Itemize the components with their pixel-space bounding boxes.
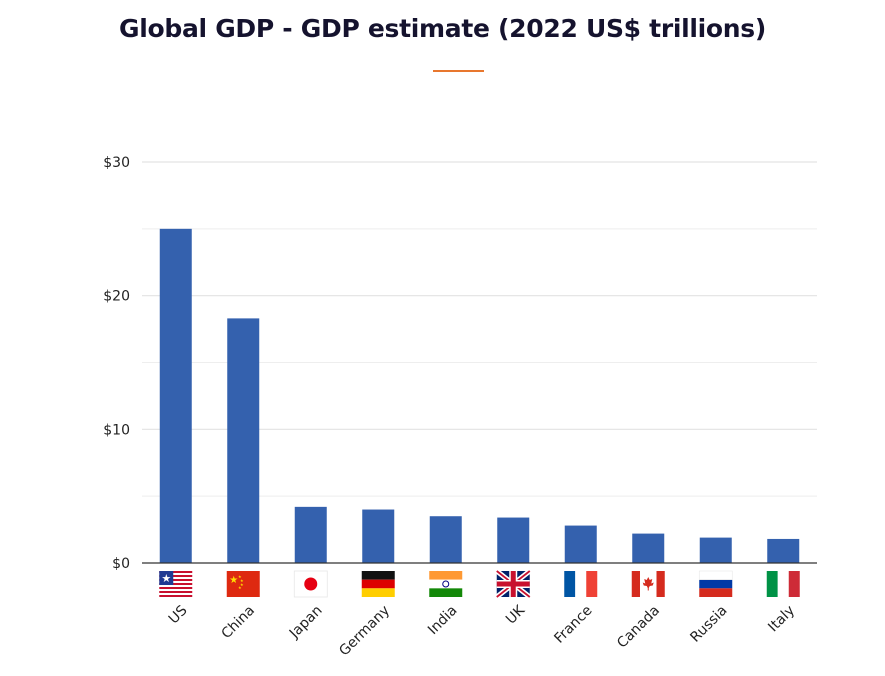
country-flags: ★ ★ ★★★★ (159, 569, 800, 599)
svg-text:★: ★ (161, 572, 171, 585)
bar-japan (294, 506, 327, 563)
x-tick-label-italy: Italy (765, 603, 798, 636)
bar-france (564, 525, 597, 563)
canada-flag-icon (631, 571, 665, 597)
svg-text:★: ★ (240, 582, 244, 587)
uk-flag-icon (495, 569, 532, 599)
japan-flag-icon (293, 570, 328, 598)
bar-us (159, 228, 192, 564)
france-flag-icon (564, 571, 598, 597)
china-flag-icon: ★ ★★★★ (226, 571, 260, 597)
svg-text:★: ★ (238, 574, 242, 579)
x-tick-label-russia: Russia (687, 603, 730, 646)
italy-flag-icon (766, 571, 800, 597)
x-tick-label-japan: Japan (286, 603, 326, 643)
y-tick-label: $30 (103, 155, 130, 171)
bar-uk (497, 517, 530, 563)
india-flag-icon (429, 571, 463, 597)
germany-flag-icon (361, 571, 395, 597)
svg-text:★: ★ (240, 578, 244, 583)
us-flag-icon: ★ (159, 571, 193, 597)
russia-flag-icon (698, 570, 733, 597)
y-axis-ticks: $0 $10 $20 $30 (103, 155, 130, 572)
y-tick-label: $0 (112, 556, 130, 572)
y-tick-label: $10 (103, 422, 130, 438)
bar-canada (632, 533, 665, 563)
x-tick-label-germany: Germany (336, 603, 393, 660)
bar-china (227, 318, 260, 563)
x-tick-label-us: US (166, 602, 191, 627)
bars (159, 228, 800, 564)
x-tick-label-france: France (551, 603, 595, 647)
x-tick-label-uk: UK (503, 602, 529, 628)
chart-title: Global GDP - GDP estimate (2022 US$ tril… (118, 14, 767, 43)
title-accent-line (433, 70, 484, 72)
bar-russia (699, 537, 732, 563)
svg-text:★: ★ (229, 575, 238, 586)
svg-text:★: ★ (238, 585, 242, 590)
bar-germany (362, 509, 395, 563)
bar-india (429, 516, 462, 563)
x-tick-label-india: India (425, 603, 461, 639)
y-tick-label: $20 (103, 289, 130, 305)
bar-italy (767, 538, 800, 563)
x-tick-label-china: China (218, 603, 258, 643)
x-tick-label-canada: Canada (614, 603, 663, 652)
x-axis-labels: US China Japan Germany India UK France Canada Ru… (166, 602, 798, 659)
